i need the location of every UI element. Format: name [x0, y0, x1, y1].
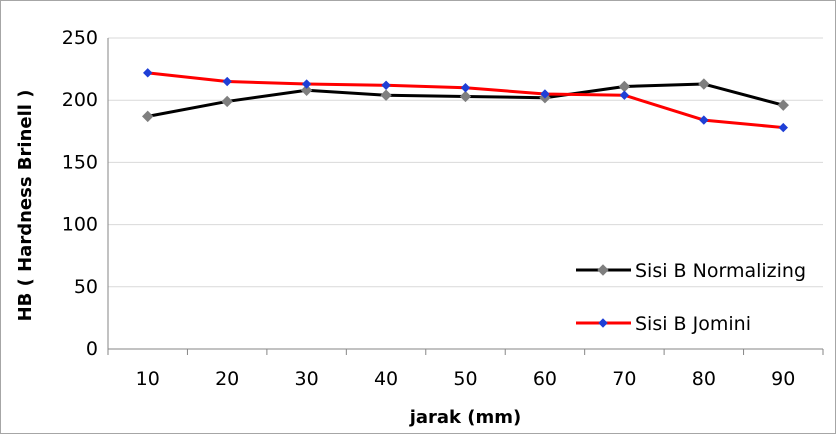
data-point — [143, 68, 153, 78]
data-point — [221, 95, 233, 108]
data-point — [459, 90, 472, 103]
y-tick-label: 150 — [62, 151, 98, 173]
y-axis-title: HB ( Hardness Brinell ) — [15, 90, 36, 322]
y-tick-label: 200 — [62, 89, 98, 111]
data-point — [618, 80, 631, 93]
series-2 — [143, 68, 788, 133]
x-tick-label: 50 — [453, 368, 477, 390]
data-point — [698, 78, 710, 90]
legend-item: Sisi B Normalizing — [576, 260, 806, 282]
data-point — [699, 115, 709, 125]
series-1 — [142, 78, 789, 123]
y-tick-label: 0 — [86, 338, 98, 360]
x-tick-label: 10 — [136, 368, 160, 390]
x-tick-label: 90 — [771, 368, 795, 390]
x-axis-title: jarak (mm) — [409, 407, 522, 428]
y-tick-label: 50 — [74, 276, 98, 298]
series — [142, 68, 789, 133]
axes — [107, 38, 824, 355]
y-tick-label: 100 — [62, 214, 98, 236]
data-point — [381, 80, 391, 90]
data-point — [777, 99, 789, 111]
data-point — [540, 89, 550, 99]
data-point — [301, 79, 312, 89]
data-point — [460, 83, 471, 93]
legend-marker — [597, 264, 609, 276]
x-tick-label: 70 — [612, 368, 636, 390]
tick-labels: 0 50 100 150 200 250 10 20 30 40 50 60 70 80 90 — [62, 27, 796, 390]
legend-label: Sisi B Jomini — [635, 313, 751, 335]
data-point — [380, 89, 392, 101]
data-point — [300, 84, 313, 96]
legend-label: Sisi B Normalizing — [635, 260, 806, 282]
data-point — [222, 76, 232, 87]
x-tick-label: 30 — [295, 368, 319, 390]
y-tick-label: 250 — [62, 27, 98, 49]
data-point — [778, 122, 788, 133]
x-tick-label: 20 — [215, 368, 239, 390]
data-point — [142, 110, 154, 123]
data-point — [619, 90, 630, 100]
legend-marker — [598, 318, 608, 328]
x-tick-label: 60 — [533, 368, 557, 390]
x-tick-label: 40 — [374, 368, 398, 390]
legend-item: Sisi B Jomini — [576, 313, 751, 335]
legend: Sisi B Normalizing Sisi B Jomini — [576, 260, 806, 335]
x-tick-label: 80 — [692, 368, 716, 390]
